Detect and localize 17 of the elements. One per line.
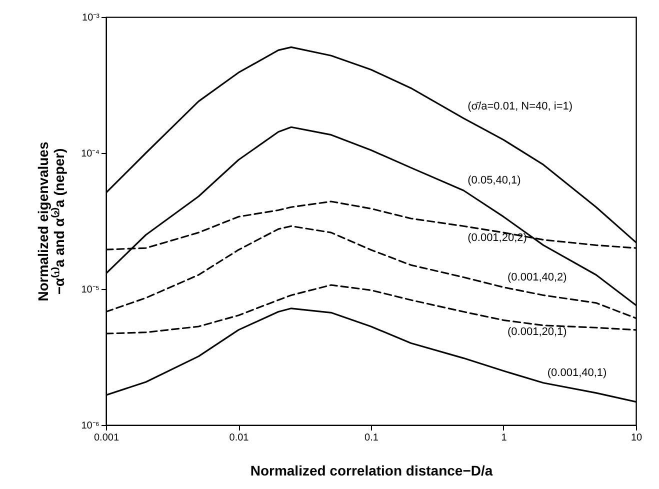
y-tick-label: 10⁻⁴ [81, 148, 100, 160]
series-label: (0.05,40,1) [468, 174, 521, 186]
series-label: (0.001,40,2) [508, 271, 567, 284]
x-tick-label: 1 [501, 432, 508, 444]
series-label: (0.001,20,2) [468, 232, 527, 244]
series-label: (0.001,20,1) [508, 326, 567, 338]
y-tick-label: 10⁻³ [82, 12, 100, 24]
x-axis-title: Normalized correlation distance−D/a [250, 462, 493, 478]
x-tick-label: 0.01 [229, 432, 250, 444]
series-label: (σ̄/a=0.01, N=40, i=1) [468, 100, 573, 112]
y-axis-title: Normalized eigenvalues −α⁽¹⁾a and α⁽²⁾a (neper) [35, 142, 68, 302]
y-tick-label: 10⁻⁶ [81, 420, 100, 432]
series-label: (0.001,40,1) [547, 366, 607, 379]
x-tick-label: 10 [630, 432, 642, 444]
x-tick-label: 0.1 [364, 432, 379, 444]
y-tick-label: 10⁻⁵ [81, 284, 100, 296]
x-tick-label: 0.001 [94, 432, 120, 444]
